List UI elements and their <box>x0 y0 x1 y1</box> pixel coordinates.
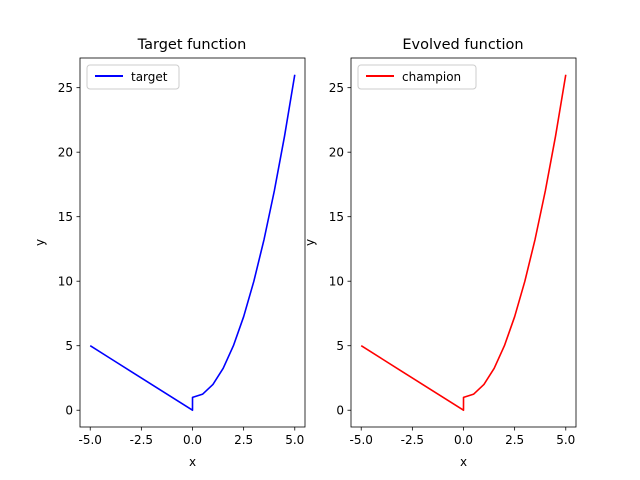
y-tick-label: 25 <box>329 81 344 95</box>
y-axis-ticks: 0 5 10 15 20 25 <box>58 81 80 418</box>
y-tick-label: 0 <box>336 404 344 418</box>
x-tick-label: -5.0 <box>79 433 102 447</box>
series-layer <box>360 74 567 412</box>
y-tick-label: 10 <box>58 275 73 289</box>
x-tick-label: -5.0 <box>350 433 373 447</box>
subplot-evolved: Evolved function -5.0 -2.5 0.0 2.5 5.0 0 5 10 1… <box>303 37 577 469</box>
y-tick-label: 5 <box>65 339 73 353</box>
legend: champion <box>357 64 477 90</box>
series-line-champion <box>360 74 567 412</box>
x-axis-label: x <box>189 455 196 469</box>
y-tick-label: 10 <box>329 275 344 289</box>
legend: target <box>86 64 180 90</box>
series-line-target <box>89 74 296 412</box>
x-axis-ticks: -5.0 -2.5 0.0 2.5 5.0 <box>350 427 575 447</box>
x-tick-label: 0.0 <box>183 433 202 447</box>
x-tick-label: 0.0 <box>454 433 473 447</box>
y-tick-label: 0 <box>65 404 73 418</box>
x-tick-label: 2.5 <box>505 433 524 447</box>
y-axis-label: y <box>303 239 317 246</box>
chart-title: Evolved function <box>402 37 523 53</box>
legend-frame <box>86 64 180 90</box>
legend-label: champion <box>402 70 461 84</box>
y-tick-label: 15 <box>58 210 73 224</box>
subplot-target: Target function -5.0 -2.5 0.0 2.5 5.0 0 5 10 15… <box>33 37 306 469</box>
chart-title: Target function <box>137 37 247 53</box>
y-tick-label: 20 <box>329 146 344 160</box>
x-axis-ticks: -5.0 -2.5 0.0 2.5 5.0 <box>79 427 304 447</box>
y-tick-label: 15 <box>329 210 344 224</box>
x-tick-label: 5.0 <box>285 433 304 447</box>
y-tick-label: 20 <box>58 146 73 160</box>
x-tick-label: 2.5 <box>234 433 253 447</box>
x-tick-label: -2.5 <box>401 433 424 447</box>
series-layer <box>89 74 296 412</box>
x-tick-label: -2.5 <box>130 433 153 447</box>
x-tick-label: 5.0 <box>556 433 575 447</box>
legend-label: target <box>131 70 168 84</box>
legend-frame <box>357 64 477 90</box>
y-tick-label: 5 <box>336 339 344 353</box>
y-axis-label: y <box>33 239 47 246</box>
x-axis-label: x <box>460 455 467 469</box>
y-tick-label: 25 <box>58 81 73 95</box>
y-axis-ticks: 0 5 10 15 20 25 <box>329 81 351 418</box>
